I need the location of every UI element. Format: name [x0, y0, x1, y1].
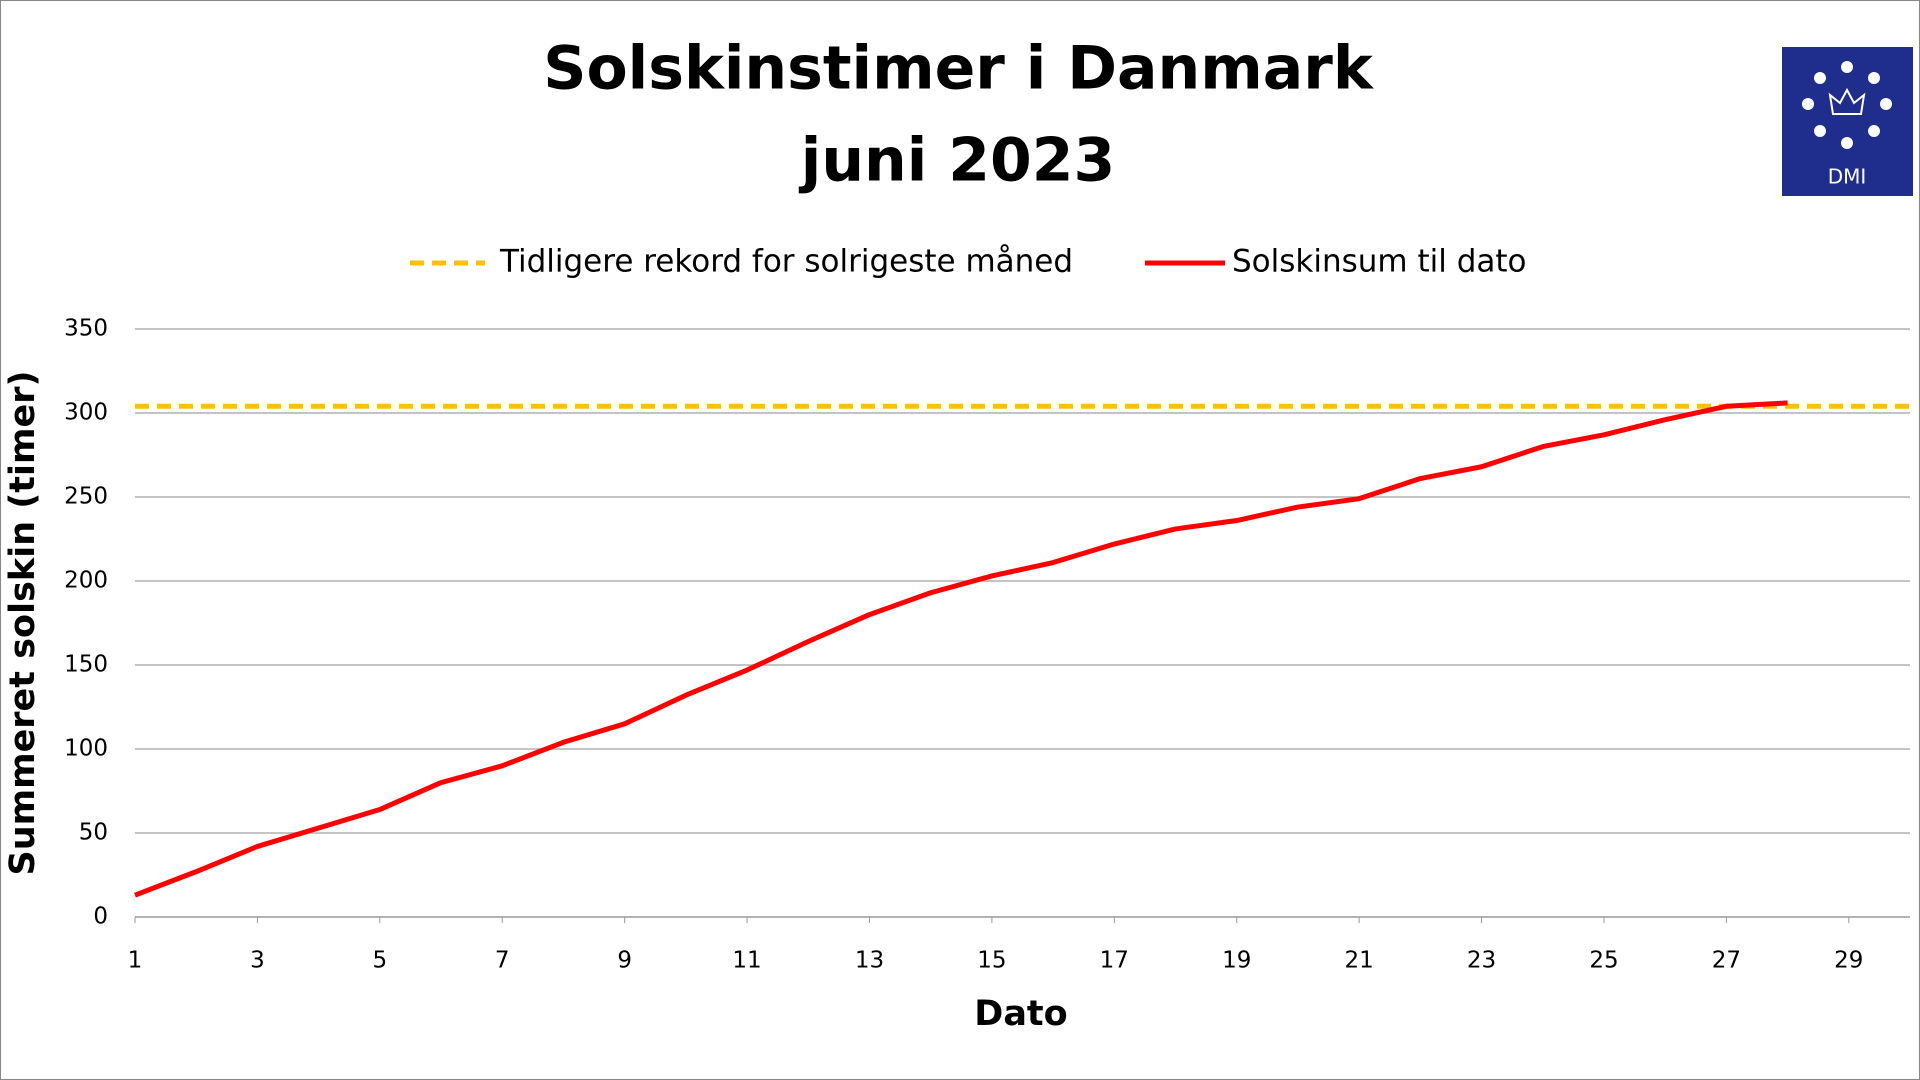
x-tick-label: 5	[373, 948, 388, 974]
x-tick-label: 27	[1712, 948, 1741, 974]
y-tick-label: 250	[64, 484, 108, 510]
y-tick-label: 200	[64, 568, 108, 594]
legend-label: Solskinsum til dato	[1232, 244, 1527, 280]
y-tick-label: 50	[79, 820, 108, 846]
x-tick-label: 1	[128, 948, 143, 974]
legend-label: Tidligere rekord for solrigeste måned	[499, 244, 1073, 280]
x-tick-label: 9	[617, 948, 632, 974]
chart-subtitle: juni 2023	[799, 126, 1115, 196]
x-tick-label: 15	[977, 948, 1006, 974]
y-axis-label: Summeret solskin (timer)	[3, 371, 43, 876]
x-tick-label: 21	[1344, 948, 1373, 974]
logo: DMI	[1782, 47, 1913, 196]
x-tick-label: 7	[495, 948, 510, 974]
x-tick-label: 25	[1589, 948, 1618, 974]
y-tick-label: 300	[64, 400, 108, 426]
x-tick-label: 29	[1834, 948, 1863, 974]
x-axis-label: Dato	[974, 994, 1067, 1034]
y-tick-label: 150	[64, 652, 108, 678]
x-tick-label: 23	[1467, 948, 1496, 974]
y-tick-label: 100	[64, 736, 108, 762]
data-line	[134, 400, 1788, 898]
x-tick-label: 3	[250, 948, 265, 974]
logo-text: DMI	[1828, 165, 1867, 189]
y-tick-label: 0	[93, 904, 108, 930]
x-tick-label: 19	[1222, 948, 1251, 974]
chart-title: Solskinstimer i Danmark	[543, 34, 1375, 104]
y-tick-label: 350	[64, 316, 108, 342]
logo-dots	[1802, 61, 1892, 149]
x-tick-label: 17	[1100, 948, 1129, 974]
x-tick-label: 11	[732, 948, 761, 974]
x-tick-label: 13	[855, 948, 884, 974]
